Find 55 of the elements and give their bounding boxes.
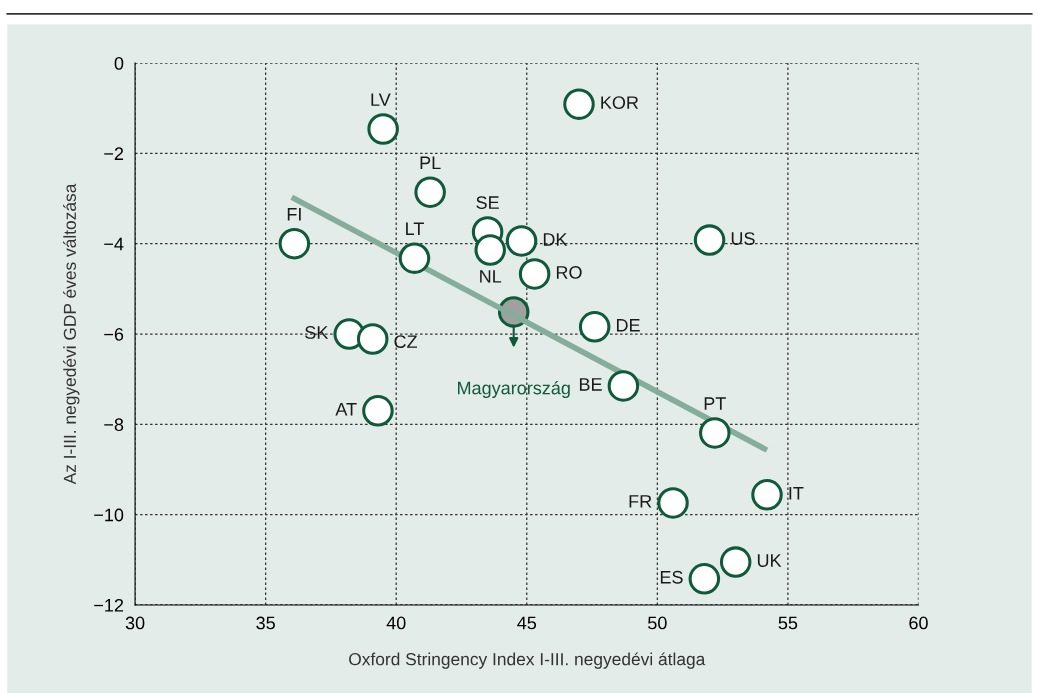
point <box>578 311 611 343</box>
x-tick-label: 30 <box>125 616 145 630</box>
annotation: NL <box>480 270 502 283</box>
point <box>751 479 783 511</box>
y-tick-label: 0 <box>114 57 124 70</box>
annotation: US <box>731 232 755 245</box>
annotation: IT <box>789 487 804 500</box>
point <box>518 258 551 290</box>
x-tick-label: 55 <box>778 616 798 630</box>
point <box>688 563 721 595</box>
annotation: DK <box>543 233 568 246</box>
point <box>398 242 431 274</box>
point <box>607 370 640 402</box>
annotation: AT <box>335 403 357 416</box>
y-tick-label: −6 <box>104 327 124 341</box>
annotation: BE <box>579 378 602 391</box>
y-axis-title: Az I-III. negyedévi GDP éves változása <box>63 183 80 485</box>
annotation: UK <box>757 554 782 567</box>
y-tick-label: −8 <box>104 418 124 432</box>
annotation: PL <box>420 156 441 170</box>
point <box>693 224 726 256</box>
point <box>278 227 311 260</box>
point <box>699 417 731 449</box>
point <box>657 487 689 519</box>
point <box>505 225 538 257</box>
y-tick-label: −2 <box>104 147 124 160</box>
x-tick-label: 35 <box>256 616 275 630</box>
point <box>719 546 752 578</box>
annotation: RO <box>556 266 582 279</box>
annotation: FI <box>287 208 301 221</box>
x-tick-label: 40 <box>386 616 406 630</box>
annotation: ES <box>660 570 683 584</box>
annotation: LT <box>406 222 424 235</box>
x-tick-label: 50 <box>648 616 667 630</box>
annotation: DE <box>616 319 640 332</box>
annotation: CZ <box>394 335 418 349</box>
annotation: SK <box>305 326 329 339</box>
point <box>362 395 394 427</box>
point <box>356 323 389 355</box>
point <box>414 176 446 208</box>
annotation: SE <box>476 196 499 209</box>
annotation: LV <box>371 93 391 106</box>
point <box>367 113 399 145</box>
x-tick-label: 60 <box>909 616 928 630</box>
annotation: KOR <box>601 96 639 110</box>
x-tick-label: 45 <box>517 616 537 630</box>
text: Magyarország <box>458 380 570 399</box>
annotation: PT <box>704 397 726 410</box>
point <box>563 88 595 120</box>
annotation: FR <box>629 495 652 508</box>
point <box>474 234 506 266</box>
x-axis-title: Oxford Stringency Index I-III. negyedévi átlaga <box>349 652 706 669</box>
y-tick-label: −10 <box>94 508 124 522</box>
y-tick-label: −12 <box>94 598 124 612</box>
y-tick-label: −4 <box>104 237 124 251</box>
